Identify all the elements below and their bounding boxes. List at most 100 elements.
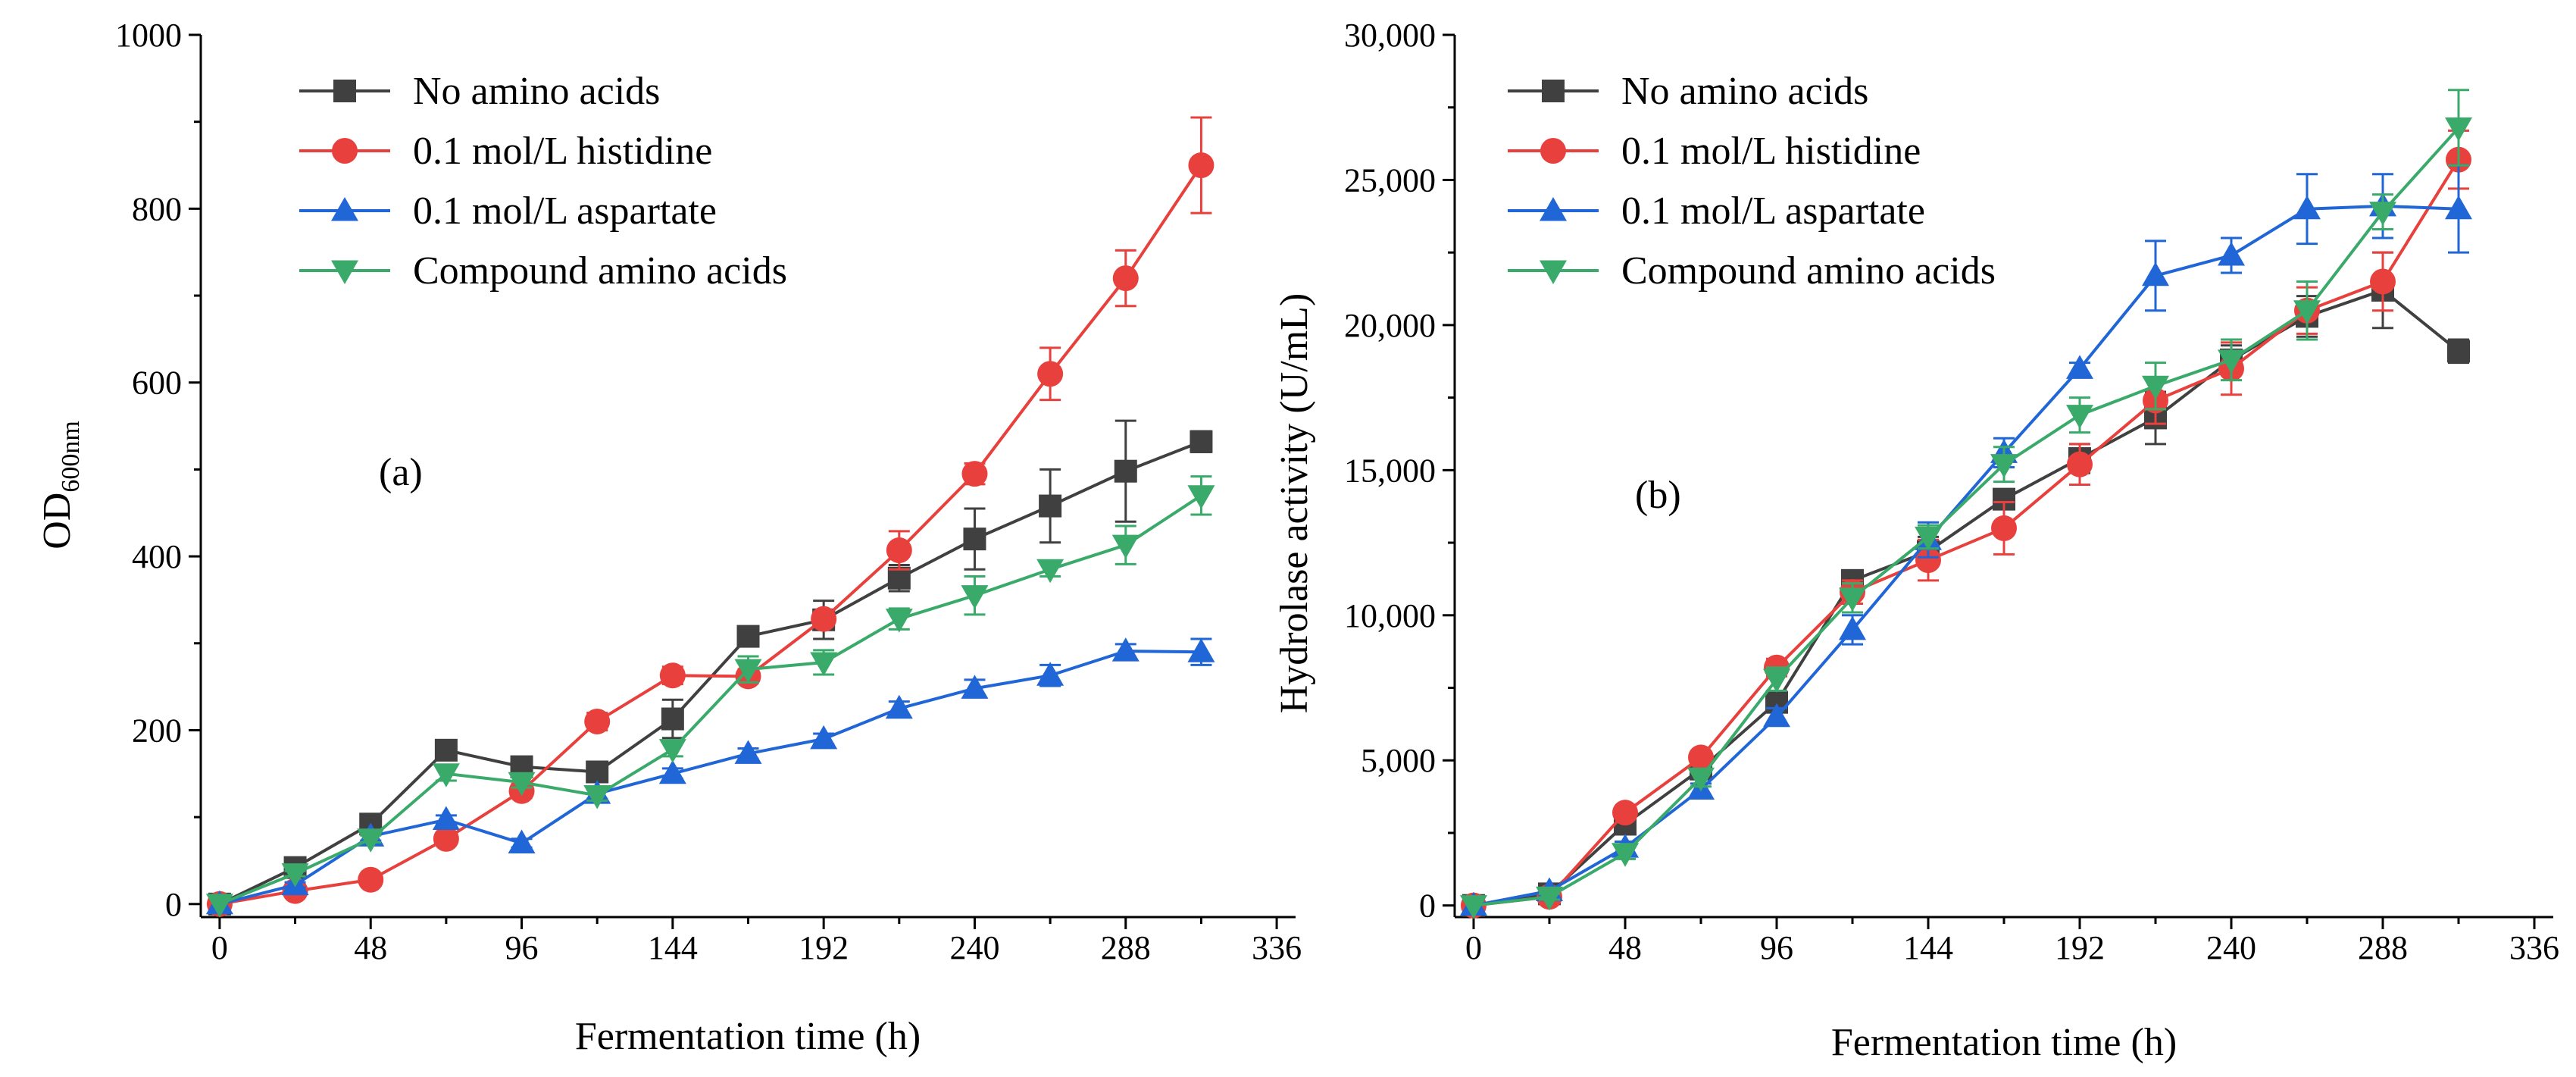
panel-b-legend-label: 0.1 mol/L histidine (1621, 130, 1921, 173)
panel-a-series-1-point (1112, 265, 1139, 292)
panel-b-series-3 (1460, 89, 2472, 919)
panel-a-legend-marker (333, 80, 356, 102)
panel-a-series-2-point (810, 725, 838, 750)
panel-a-y-tick-label: 200 (132, 712, 182, 749)
panel-b-series-3-point (2369, 202, 2396, 226)
panel-a-ylabel: OD600nm (36, 421, 85, 549)
panel-b-legend-marker (1540, 260, 1567, 284)
panel-b-series-2-point (2218, 242, 2245, 266)
panel-b-series-2-point (2066, 355, 2093, 379)
panel-b-legend-marker (1540, 197, 1567, 221)
panel-b-y-tick-label: 20,000 (1344, 307, 1436, 344)
panel-b-series-3-point (1612, 843, 1639, 867)
panel-b-data (1460, 89, 2472, 919)
panel-a-series-0-point (586, 760, 609, 784)
panel-a-series-3-point (583, 784, 611, 809)
panel-a-legend-marker (331, 260, 358, 284)
panel-a-series-1-point (584, 708, 611, 734)
panel-b-y-tick-label: 0 (1419, 888, 1436, 925)
panel-b-series-1-point (1688, 744, 1714, 771)
panel-b-axes: 0 48 96 144 192 240 288 336 0 5,000 10,000 15,000 20… (1344, 17, 2559, 966)
panel-a-series-2-line (219, 650, 1202, 906)
panel-a-ylabel-subscript: 600nm (57, 421, 85, 492)
panel-b-ylabel: Hydrolase activity (U/mL) (1273, 293, 1316, 714)
panel-a-series-0-point (661, 707, 684, 731)
panel-b-series-3-point (2218, 349, 2245, 374)
panel-b-y-tick-label: 10,000 (1344, 597, 1436, 634)
panel-b-series-2-point (2142, 261, 2169, 286)
panel-a-series-3-point (508, 772, 536, 797)
panel-a-legend-item-1: 0.1 mol/L histidine (299, 130, 712, 173)
panel-a-series-3-point (1187, 485, 1215, 509)
panel-a-series-1-point (961, 461, 988, 487)
panel-b-legend-label: 0.1 mol/L aspartate (1621, 189, 1925, 233)
panel-a-series-2-point (1187, 638, 1215, 662)
panel-b-series-2-point (1763, 703, 1790, 728)
panel-b-x-tick-label: 144 (1903, 929, 1953, 966)
panel-b-series-3-point (1536, 886, 1563, 911)
panel-a-series-0-point (963, 528, 986, 551)
panel-b-series-3-point (1915, 526, 1942, 551)
panel-a-x-tick-label: 96 (505, 929, 539, 966)
panel-b-series-1-point (2067, 451, 2093, 477)
panel-a-series-0-line (219, 440, 1202, 906)
panel-b-y-tick-label: 25,000 (1344, 161, 1436, 199)
panel-b-series-3-point (1839, 587, 1866, 612)
panel-b-y-tick-label: 30,000 (1344, 17, 1436, 54)
panel-a-series-2-point (961, 675, 989, 699)
panel-a-series-1-point (1188, 152, 1215, 179)
panel-b-chart: 0 48 96 144 192 240 288 336 0 5,000 10,000 15,000 20… (1273, 17, 2559, 1064)
panel-b-series-3-point (1763, 668, 1790, 693)
panel-a-x-tick-label: 144 (648, 929, 698, 966)
panel-b-legend-label: No amino acids (1621, 70, 1868, 113)
panel-a-ylabel-main: OD (36, 493, 79, 549)
panel-a-series-2-point (658, 759, 686, 784)
panel-a-series-0-point (1114, 459, 1137, 483)
panel-a-series-3-point (885, 609, 913, 633)
panel-a-legend-item-0: No amino acids (299, 70, 660, 113)
panel-b-x-tick-label: 288 (2358, 929, 2408, 966)
panel-b-legend-item-3: Compound amino acids (1508, 249, 1996, 293)
panel-a-label: (a) (379, 451, 423, 494)
panel-b-series-3-line (1473, 127, 2460, 907)
panel-b-legend-item-1: 0.1 mol/L histidine (1508, 130, 1921, 173)
panel-b-legend-marker (1542, 80, 1565, 102)
panel-a-legend: No amino acids 0.1 mol/L histidine 0.1 mol… (299, 70, 787, 293)
panel-a-x-tick-label: 48 (354, 929, 387, 966)
panel-b-series-3-point (2445, 117, 2472, 142)
panel-a-series-3 (205, 475, 1215, 918)
panel-a-legend-marker (331, 197, 358, 221)
panel-a-series-3-point (432, 763, 460, 787)
panel-a-x-tick-label: 336 (1252, 929, 1302, 966)
panel-a-series-2-point (885, 694, 913, 719)
panel-a-series-1-point (433, 825, 459, 852)
panel-a-data (205, 116, 1215, 918)
panel-b-x-tick-label: 0 (1465, 929, 1482, 966)
panel-a-series-3-point (658, 739, 686, 763)
panel-b-y-tick-label: 5,000 (1361, 742, 1436, 779)
panel-b-x-tick-label: 240 (2206, 929, 2256, 966)
panel-b-series-2-line (1473, 204, 2459, 907)
panel-a-legend-label: 0.1 mol/L aspartate (413, 189, 717, 233)
panel-b-series-1-point (1915, 547, 1941, 574)
panel-b-series-3-point (2293, 300, 2321, 324)
panel-b-legend-marker (1540, 138, 1566, 164)
panel-a-series-1-point (358, 866, 384, 893)
panel-a-series-0-point (1190, 430, 1213, 453)
panel-a-series-3-point (734, 659, 762, 684)
panel-a-y-tick-label: 1000 (115, 17, 182, 54)
panel-b-x-tick-label: 336 (2509, 929, 2559, 966)
panel-a-series-3-point (810, 652, 838, 676)
panel-b-legend-item-0: No amino acids (1508, 70, 1868, 113)
panel-b-series-3-point (1990, 454, 2018, 478)
panel-a-series-1-point (811, 606, 837, 632)
panel-a-legend-marker (332, 138, 358, 164)
panel-a-series-1-point (659, 662, 686, 689)
panel-b-label: (b) (1635, 474, 1681, 517)
panel-a-x-tick-label: 240 (949, 929, 999, 966)
panel-a-legend-label: No amino acids (413, 70, 660, 113)
panel-b-series-2-point (2445, 195, 2472, 220)
panel-a-series-3-point (1111, 534, 1140, 559)
panel-b-series-3-point (1687, 767, 1715, 792)
panel-a-axes: 0 48 96 144 192 240 288 336 0 200 400 600 800 1000 (115, 17, 1302, 966)
